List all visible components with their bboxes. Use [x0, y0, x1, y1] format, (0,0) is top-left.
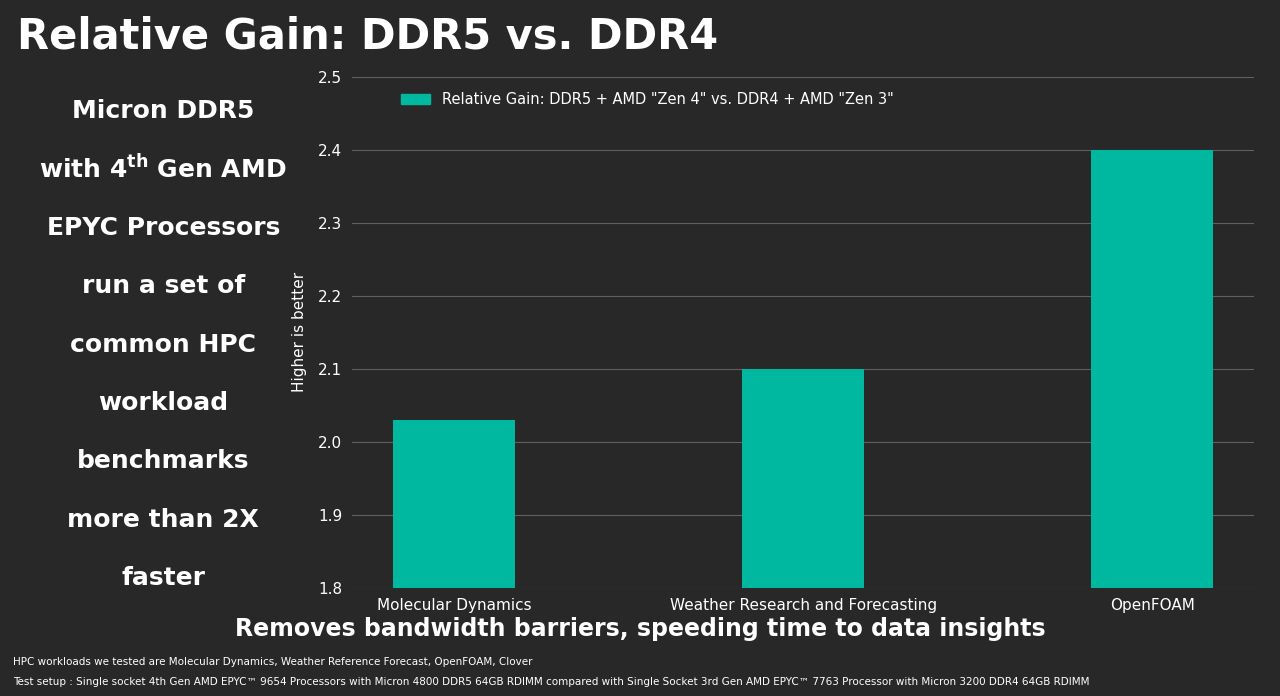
Legend: Relative Gain: DDR5 + AMD "Zen 4" vs. DDR4 + AMD "Zen 3": Relative Gain: DDR5 + AMD "Zen 4" vs. DD…: [396, 86, 900, 113]
Text: with 4th Gen AMD: with 4th Gen AMD: [36, 157, 291, 182]
Text: more than 2X: more than 2X: [68, 507, 259, 532]
Text: Relative Gain: DDR5 vs. DDR4: Relative Gain: DDR5 vs. DDR4: [17, 15, 718, 58]
Text: run a set of: run a set of: [82, 274, 244, 298]
Bar: [742, 369, 864, 696]
Bar: [1092, 150, 1213, 696]
Text: EPYC Processors: EPYC Processors: [46, 216, 280, 240]
Text: Test setup : Single socket 4th Gen AMD EPYC™ 9654 Processors with Micron 4800 DD: Test setup : Single socket 4th Gen AMD E…: [13, 677, 1089, 687]
Text: faster: faster: [122, 566, 205, 590]
Bar: [393, 420, 516, 696]
Text: Removes bandwidth barriers, speeding time to data insights: Removes bandwidth barriers, speeding tim…: [234, 617, 1046, 641]
Y-axis label: Higher is better: Higher is better: [292, 272, 307, 393]
Text: with $\mathbf{4^{th}}$ Gen AMD: with $\mathbf{4^{th}}$ Gen AMD: [40, 155, 287, 184]
Text: HPC workloads we tested are Molecular Dynamics, Weather Reference Forecast, Open: HPC workloads we tested are Molecular Dy…: [13, 657, 532, 667]
Text: workload: workload: [99, 391, 228, 415]
Text: benchmarks: benchmarks: [77, 449, 250, 473]
Text: Micron DDR5: Micron DDR5: [72, 99, 255, 123]
Text: common HPC: common HPC: [70, 333, 256, 356]
